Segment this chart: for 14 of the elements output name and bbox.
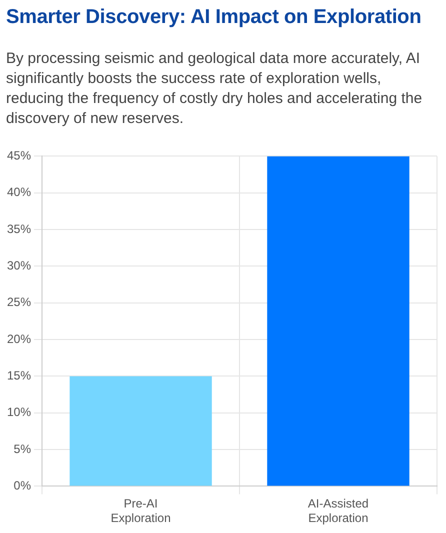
- x-tick-label: Pre-AI Exploration: [110, 496, 171, 526]
- chart-title: Smarter Discovery: AI Impact on Exploration: [6, 6, 422, 29]
- y-tick-label: 35%: [6, 222, 32, 236]
- x-tick-label: AI-Assisted Exploration: [308, 496, 369, 526]
- y-tick-label: 25%: [6, 295, 32, 310]
- y-tick-label: 20%: [6, 332, 32, 346]
- y-tick-label: 0%: [14, 478, 32, 493]
- y-tick-label: 30%: [6, 258, 32, 273]
- y-tick-label: 40%: [6, 185, 32, 200]
- y-tick-label: 10%: [6, 405, 32, 420]
- y-tick-label: 45%: [6, 148, 32, 163]
- chart-subtitle: By processing seismic and geological data more accurately, AI significantly boosts the success rate of exploration wells, reducing the frequency of costly dry holes and accelerating the discovery of new reserves.: [6, 49, 424, 129]
- y-tick-label: 15%: [6, 368, 32, 383]
- y-tick-label: 5%: [14, 442, 32, 456]
